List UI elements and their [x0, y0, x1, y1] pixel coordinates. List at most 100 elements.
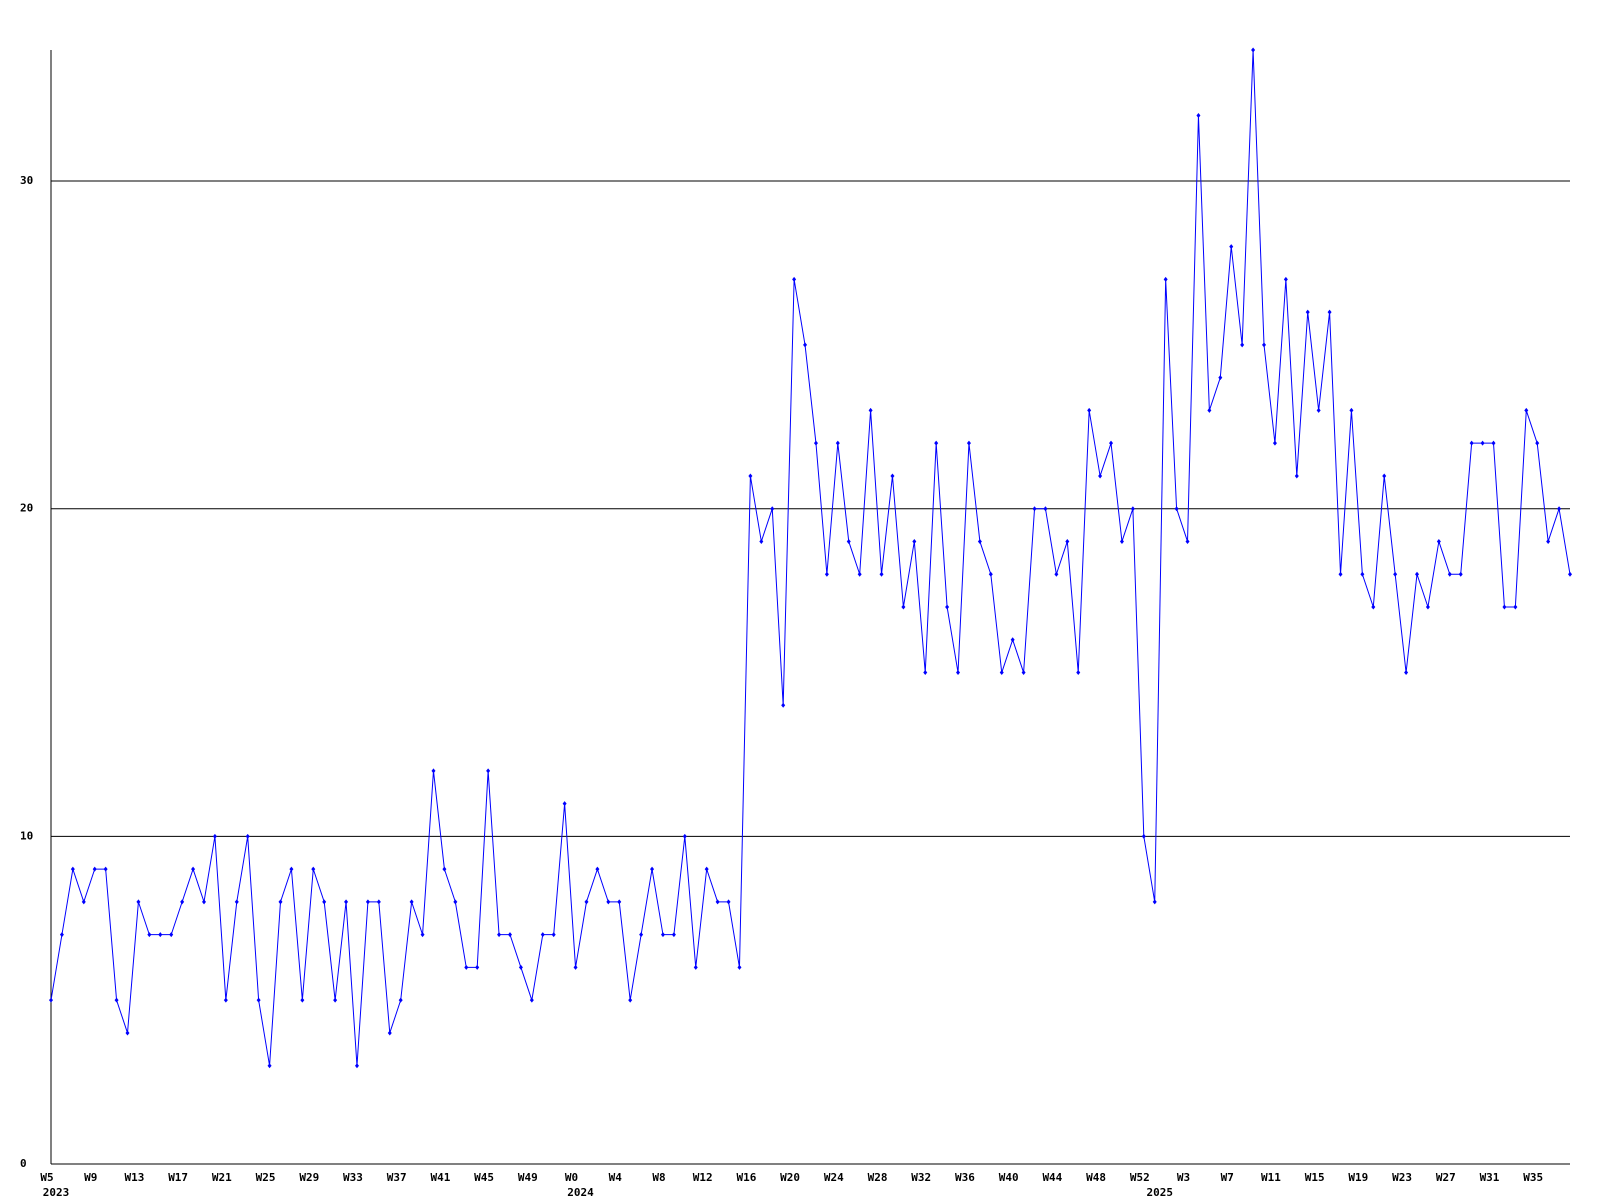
data-point [846, 538, 851, 544]
data-point [278, 899, 283, 905]
data-point [267, 1063, 272, 1069]
data-point [704, 866, 709, 872]
data-point [879, 571, 884, 577]
x-tick-label: W25 [256, 1171, 276, 1184]
data-point [1076, 670, 1081, 676]
data-point [365, 899, 370, 905]
data-point [824, 571, 829, 577]
data-point [966, 440, 971, 446]
data-point [1021, 670, 1026, 676]
y-tick-label: 0 [20, 1157, 27, 1170]
x-tick-label: W8 [652, 1171, 665, 1184]
x-tick-label: W40 [999, 1171, 1019, 1184]
data-point [59, 932, 64, 938]
data-point [1065, 538, 1070, 544]
data-point [934, 440, 939, 446]
data-point [770, 506, 775, 512]
data-point [639, 932, 644, 938]
data-point [256, 997, 261, 1003]
data-point [1109, 440, 1114, 446]
data-point [748, 473, 753, 479]
data-point [507, 932, 512, 938]
data-point [1240, 342, 1245, 348]
data-point [1327, 309, 1332, 315]
x-tick-label: W33 [343, 1171, 363, 1184]
x-tick-label: W13 [124, 1171, 144, 1184]
data-point [1415, 571, 1420, 577]
x-tick-label: W21 [212, 1171, 232, 1184]
data-point [901, 604, 906, 610]
x-tick-label: W15 [1305, 1171, 1325, 1184]
data-point [1404, 670, 1409, 676]
data-point [311, 866, 316, 872]
data-point [628, 997, 633, 1003]
x-tick-label: W29 [299, 1171, 319, 1184]
x-tick-label: W7 [1221, 1171, 1234, 1184]
data-point [1513, 604, 1518, 610]
data-point [344, 899, 349, 905]
data-point [1032, 506, 1037, 512]
data-point [1349, 407, 1354, 413]
data-point [617, 899, 622, 905]
data-point [431, 768, 436, 774]
data-point [1546, 538, 1551, 544]
x-tick-label: W3 [1177, 1171, 1190, 1184]
data-point [682, 833, 687, 839]
data-point [387, 1030, 392, 1036]
x-tick-label: W27 [1436, 1171, 1456, 1184]
data-point [945, 604, 950, 610]
data-point [540, 932, 545, 938]
x-tick-label: W32 [911, 1171, 931, 1184]
data-point [1272, 440, 1277, 446]
data-point [1010, 637, 1015, 643]
data-point [1098, 473, 1103, 479]
data-line [50, 49, 1571, 1066]
data-point [409, 899, 414, 905]
x-tick-label: W9 [84, 1171, 97, 1184]
data-point [726, 899, 731, 905]
data-point [693, 964, 698, 970]
data-point [759, 538, 764, 544]
data-point [813, 440, 818, 446]
data-point [1119, 538, 1124, 544]
data-point [1360, 571, 1365, 577]
data-point [169, 932, 174, 938]
data-point [584, 899, 589, 905]
data-point [803, 342, 808, 348]
x-tick-label: W24 [824, 1171, 844, 1184]
x-tick-label: W19 [1348, 1171, 1368, 1184]
data-point [1480, 440, 1485, 446]
data-point [1174, 506, 1179, 512]
data-point [573, 964, 578, 970]
x-tick-label: W48 [1086, 1171, 1106, 1184]
data-point [1196, 113, 1201, 119]
data-point [671, 932, 676, 938]
data-point [191, 866, 196, 872]
data-point [792, 276, 797, 282]
data-point [1283, 276, 1288, 282]
data-point [977, 538, 982, 544]
data-point [1436, 538, 1441, 544]
data-point [923, 670, 928, 676]
x-tick-label: W5 [40, 1171, 53, 1184]
data-point [245, 833, 250, 839]
data-point [81, 899, 86, 905]
x-tick-label: W12 [693, 1171, 713, 1184]
data-point [1251, 47, 1256, 53]
data-point [1087, 407, 1092, 413]
data-point [92, 866, 97, 872]
data-point [1557, 506, 1562, 512]
data-point [1207, 407, 1212, 413]
data-point [147, 932, 152, 938]
data-point [1141, 833, 1146, 839]
data-point [212, 833, 217, 839]
data-point [125, 1030, 130, 1036]
data-point [49, 997, 53, 1003]
data-point [1469, 440, 1474, 446]
x-tick-label: W23 [1392, 1171, 1412, 1184]
data-point [354, 1063, 359, 1069]
data-point [201, 899, 206, 905]
data-point [595, 866, 600, 872]
x-tick-label: W20 [780, 1171, 800, 1184]
data-point [1524, 407, 1529, 413]
